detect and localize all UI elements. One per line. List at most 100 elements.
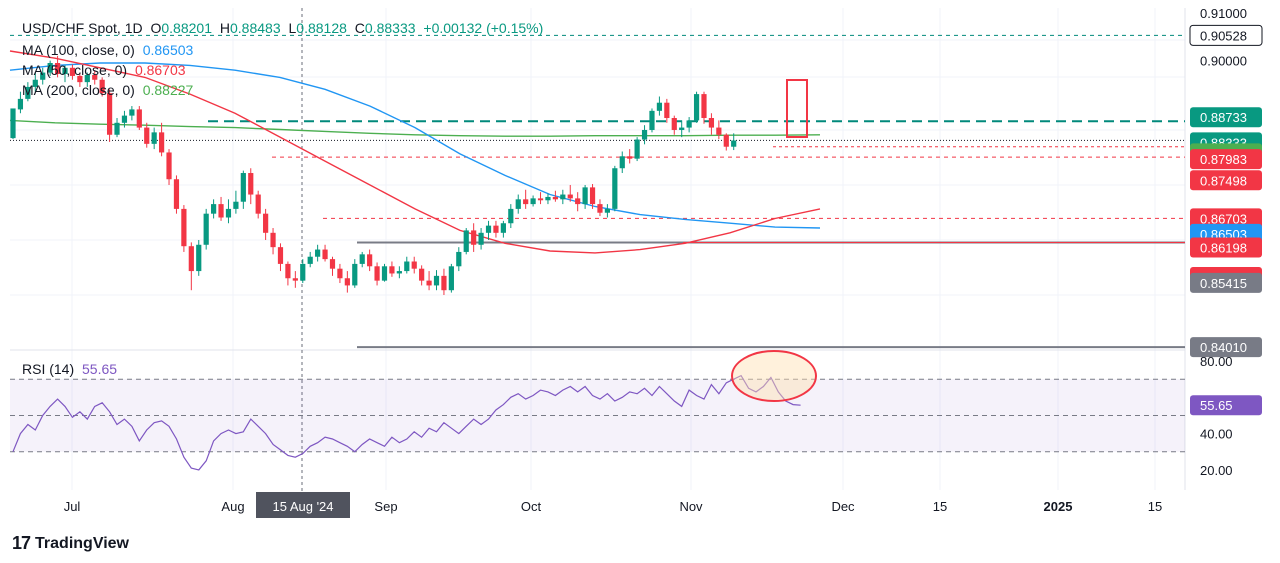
candles — [10, 55, 737, 295]
candle-body — [441, 275, 447, 291]
legend-open: 0.88201 — [161, 20, 212, 36]
tradingview-brand[interactable]: 17 TradingView — [12, 533, 129, 554]
candle-body — [203, 213, 209, 245]
legend-ma50-row: MA (50, close, 0) 0.86703 — [22, 62, 190, 78]
candle-body — [211, 204, 217, 214]
price-tag-label: 0.90528 — [1200, 28, 1247, 43]
price-tag-label: 0.88733 — [1200, 110, 1247, 125]
candle-body — [426, 280, 432, 286]
crosshair-date-box — [256, 492, 350, 518]
legend-close: 0.88333 — [364, 20, 416, 36]
candle-body — [54, 63, 61, 75]
legend-ma100-label: MA (100, close, 0) — [22, 42, 135, 58]
candle-body — [352, 263, 358, 286]
rsi-panel — [10, 374, 1185, 471]
candle-body — [411, 261, 417, 269]
candle-body — [523, 199, 529, 205]
time-axis: Jul Aug Sep Oct Nov Dec 15 2025 15 15 Aug '24 — [64, 492, 1162, 518]
legend-symbol-row: USD/CHF Spot, 1D O0.88201 H0.88483 L0.88… — [22, 20, 547, 36]
candle-body — [62, 67, 68, 75]
legend-low-label: L — [288, 20, 297, 36]
price-tag-box — [1190, 272, 1262, 293]
candle-body — [263, 213, 269, 233]
candle-body — [656, 102, 663, 111]
candle-body — [664, 102, 670, 119]
price-tag-box — [1190, 107, 1262, 128]
candle-body — [433, 275, 440, 286]
candle-body — [597, 204, 603, 213]
rsi-tick-label: 80.00 — [1200, 354, 1233, 369]
candle-body — [285, 263, 291, 279]
candle-body — [144, 127, 150, 144]
legend-ma100-value: 0.86503 — [142, 42, 194, 58]
candle-body — [166, 152, 172, 180]
moving-averages — [9, 50, 821, 254]
candle-body — [537, 198, 544, 201]
price-tag-box — [1190, 208, 1262, 229]
candle-body — [448, 266, 454, 291]
candle-body — [500, 223, 506, 233]
candle-body — [315, 249, 321, 257]
candle-body — [545, 196, 551, 201]
price-tag-label: 0.84010 — [1200, 340, 1247, 355]
candle-body — [47, 63, 53, 73]
candle-body — [389, 266, 395, 274]
candle-body — [329, 259, 336, 269]
candle-body — [159, 132, 165, 153]
legend-close-label: C — [354, 20, 365, 36]
candle-body — [359, 254, 365, 264]
rsi-tick-label: 20.00 — [1200, 463, 1233, 478]
rsi-value-tag-label: 55.65 — [1200, 398, 1233, 413]
price-tag-label: 0.86198 — [1200, 240, 1247, 255]
candle-body — [493, 225, 499, 233]
candle-body — [129, 109, 135, 116]
candle-body — [515, 199, 521, 209]
price-tag-box — [1190, 237, 1262, 258]
candle-body — [255, 194, 261, 214]
highlight-rectangle — [786, 79, 808, 138]
legend-change: +0.00132 (+0.15%) — [423, 20, 544, 36]
candle-body — [225, 208, 232, 218]
time-tick-label: Jul — [64, 499, 81, 514]
legend-ma200-value: 0.88227 — [142, 82, 194, 98]
candle-body — [589, 187, 596, 205]
candle-body — [25, 86, 31, 99]
price-tag-label: 0.87498 — [1200, 173, 1247, 188]
time-tick-label: 2025 — [1044, 499, 1073, 514]
candle-body — [575, 198, 581, 205]
candle-body — [121, 115, 128, 123]
candle-body — [322, 249, 328, 260]
candle-body — [240, 173, 246, 202]
candle-body — [634, 139, 640, 159]
legend-ma50-value: 0.86703 — [134, 62, 186, 78]
candle-body — [679, 127, 685, 130]
grid — [10, 8, 1186, 492]
candle-body — [567, 194, 573, 199]
legend-ma200-row: MA (200, close, 0) 0.88227 — [22, 82, 197, 98]
candle-body — [17, 98, 24, 110]
candle-body — [671, 118, 677, 130]
candle-body — [381, 266, 388, 281]
legend-ma100-row: MA (100, close, 0) 0.86503 — [22, 42, 197, 58]
candle-body — [181, 208, 187, 247]
candle-body — [196, 244, 202, 272]
legend-ma50-label: MA (50, close, 0) — [22, 62, 128, 78]
candle-body — [619, 156, 625, 169]
rsi-tick-label: 40.00 — [1200, 427, 1233, 442]
candle-body — [69, 67, 76, 76]
price-tag-box — [1190, 149, 1262, 170]
candle-body — [344, 278, 350, 286]
price-axis: 0.910000.900000.905280.887330.883330.882… — [1189, 6, 1263, 478]
candle-body — [367, 254, 373, 267]
legend-high: 0.88483 — [230, 20, 281, 36]
candle-body — [582, 187, 588, 205]
candle-body — [649, 110, 655, 130]
candle-body — [708, 118, 715, 128]
candle-body — [92, 74, 98, 80]
candle-body — [106, 93, 113, 135]
time-tick-label: 15 — [933, 499, 947, 514]
candle-body — [10, 108, 16, 139]
candle-body — [136, 109, 142, 128]
